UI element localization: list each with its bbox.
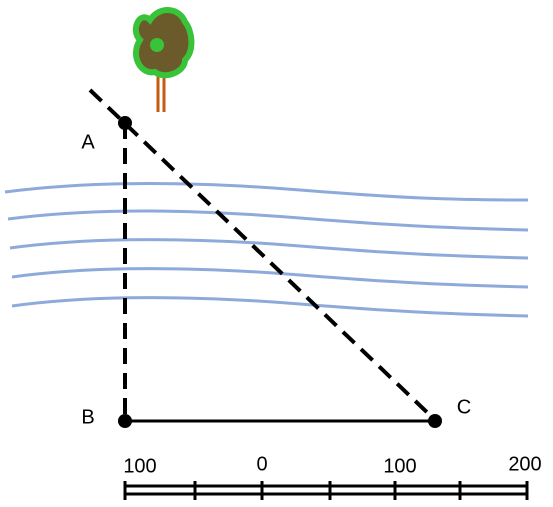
line-ac xyxy=(88,88,435,420)
label-c: C xyxy=(457,396,471,418)
point-a xyxy=(118,116,132,130)
label-a: A xyxy=(81,131,95,153)
scale-bar xyxy=(123,481,529,500)
scale-label: 200 xyxy=(508,453,541,475)
point-c xyxy=(428,414,442,428)
scale-label: 0 xyxy=(256,453,267,475)
scale-label: 100 xyxy=(123,455,156,477)
point-b xyxy=(118,414,132,428)
scale-label: 100 xyxy=(383,455,416,477)
label-b: B xyxy=(81,406,94,428)
tree xyxy=(132,7,195,112)
river xyxy=(4,182,529,318)
